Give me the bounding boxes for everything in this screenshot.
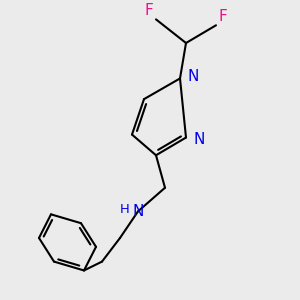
Text: N: N — [132, 204, 144, 219]
Text: N: N — [188, 70, 199, 85]
Text: F: F — [219, 9, 228, 24]
Text: F: F — [144, 3, 153, 18]
Text: N: N — [194, 131, 205, 146]
Text: H: H — [119, 203, 129, 216]
